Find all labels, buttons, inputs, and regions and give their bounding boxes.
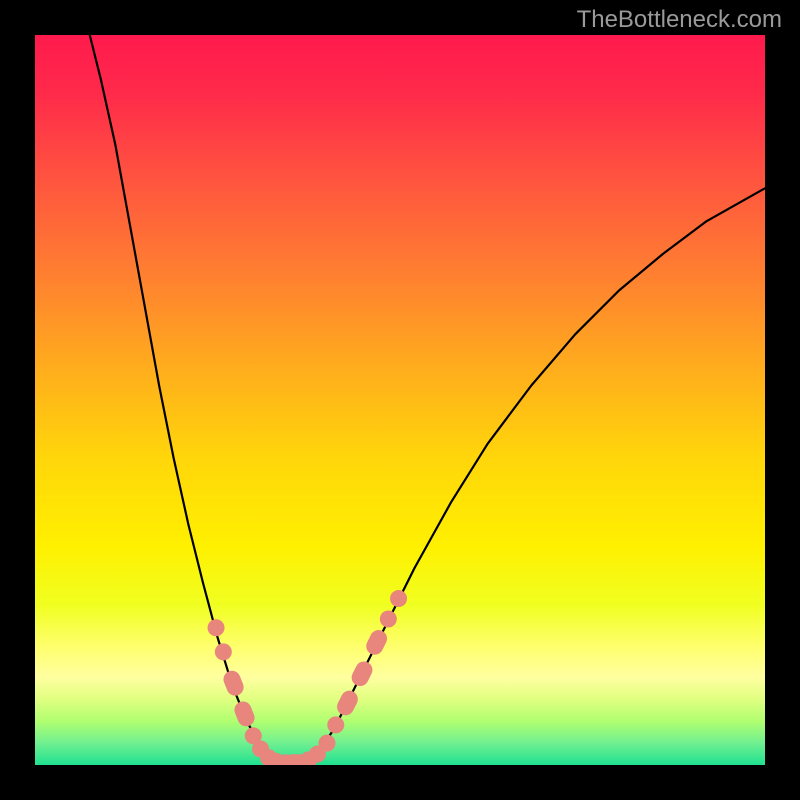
right-marker-dot bbox=[327, 716, 344, 733]
right-marker-pill bbox=[363, 627, 390, 657]
right-marker-dot bbox=[380, 611, 397, 628]
right-marker-dot bbox=[390, 590, 407, 607]
left-marker-pill bbox=[232, 699, 257, 729]
curve-left-branch bbox=[90, 35, 291, 764]
right-marker-pill bbox=[334, 688, 361, 718]
right-marker-pill bbox=[349, 659, 376, 689]
left-marker-dot bbox=[215, 643, 232, 660]
bottleneck-curve-svg bbox=[35, 35, 765, 765]
right-marker-dot bbox=[319, 735, 336, 752]
plot-area bbox=[35, 35, 765, 765]
watermark-text: TheBottleneck.com bbox=[577, 6, 782, 34]
left-marker-dot bbox=[208, 619, 225, 636]
left-marker-pill bbox=[221, 668, 246, 698]
